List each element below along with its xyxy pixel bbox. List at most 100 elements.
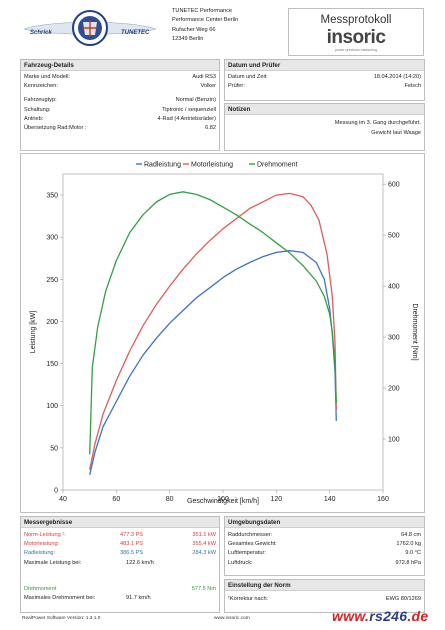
- row-value: 1762.0 kg: [396, 541, 421, 548]
- date-row: Datum und Zeit: 18.04.2014 (14:20): [225, 73, 424, 82]
- chart-panel: Radleistung Motorleistung Drehmoment 40 60 8…: [20, 153, 425, 513]
- row-label: Kennzeichen:: [24, 83, 58, 90]
- row-value: 64.8 cm: [401, 532, 421, 538]
- row-value: Volker: [200, 83, 216, 90]
- vehicle-row: Marke und Modell: Audi RS3: [21, 73, 219, 82]
- row-value: Audi RS3: [192, 74, 216, 80]
- x-tick-label: 40: [59, 496, 67, 503]
- y-axis-label: Leistung [kW]: [30, 311, 37, 353]
- vehicle-row: Kennzeichen: Volker: [21, 82, 219, 91]
- row-label: Schaltung:: [24, 106, 51, 113]
- row-value: 122.6 km/h: [126, 559, 154, 566]
- notes-title: Notizen: [225, 104, 424, 115]
- row-label: Raddurchmesser:: [228, 532, 273, 538]
- env-row: Gesamtes Gewicht: 1762.0 kg: [225, 540, 424, 549]
- result-row: Drehmoment 577.5 Nm: [21, 585, 219, 594]
- row-value: EWG 80/1269: [385, 596, 421, 602]
- row-value: 18.04.2014 (14:20): [373, 74, 421, 80]
- norm-title: Einstellung der Norm: [225, 580, 424, 591]
- date-title: Datum und Prüfer: [225, 60, 424, 71]
- y2-tick-label: 600: [388, 182, 400, 189]
- series-line-drehmoment: [89, 191, 337, 455]
- date-panel: Datum und Prüfer Datum und Zeit: 18.04.20…: [224, 59, 425, 101]
- x-tick-label: 120: [270, 496, 282, 503]
- address-block: TUNETEC Performance Performance Center B…: [172, 7, 238, 45]
- footer-url: www.insoric.com: [214, 616, 250, 621]
- row-label: Drehmoment: [24, 585, 57, 592]
- y-tick-label: 350: [46, 193, 58, 200]
- dyno-chart: Radleistung Motorleistung Drehmoment 40 60 8…: [30, 162, 418, 506]
- row-label: Fahrzeugtyp:: [24, 97, 57, 104]
- y-tick-label: 200: [46, 319, 58, 326]
- result-row: Motorleistung: 483.1 PS 355.4 kW: [21, 540, 219, 549]
- row-value: Normal (Benzin): [175, 97, 216, 104]
- brand-tagline: power precision measuring: [335, 48, 377, 52]
- y-axis-right: 100 200 300 400 500 600: [383, 182, 400, 444]
- row-label: Antrieb:: [24, 115, 44, 122]
- row-value: Tiptronic / sequenziell: [162, 106, 216, 113]
- brand-name: insoric: [326, 27, 386, 48]
- row-label: ¹Korrektur nach:: [228, 596, 269, 602]
- row-label: Motorleistung:: [24, 541, 60, 548]
- row-label: Prüfer:: [228, 83, 245, 90]
- row-label: Maximale Leistung bei:: [24, 559, 82, 566]
- x-tick-label: 160: [377, 496, 389, 503]
- y2-tick-label: 100: [388, 437, 400, 444]
- row-kw: 284.3 kW: [192, 550, 216, 557]
- logo-text-right: TUNETEC: [121, 30, 150, 36]
- y-tick-label: 300: [46, 235, 58, 242]
- y2-tick-label: 500: [388, 233, 400, 240]
- row-value: 6.82: [205, 124, 216, 131]
- norm-panel: Einstellung der Norm ¹Korrektur nach: EWG…: [224, 579, 425, 613]
- watermark-suffix: .de: [407, 608, 429, 624]
- y2-tick-label: 300: [388, 335, 400, 342]
- vehicle-row: Übersetzung Rad:Motor : 6.82: [21, 124, 219, 133]
- x-axis: 40 60 80 100 120 140 160: [59, 490, 389, 503]
- legend-label: Drehmoment: [257, 162, 298, 169]
- tunetec-logo: Schrick TUNETEC: [20, 8, 160, 48]
- row-label: Marke und Modell:: [24, 74, 71, 80]
- row-label: Radleistung:: [24, 550, 56, 557]
- row-value: 4-Rad (4 Antriebsräder): [157, 115, 216, 122]
- vehicle-row: Fahrzeugtyp: Normal (Benzin): [21, 96, 219, 105]
- chart-legend: Radleistung Motorleistung Drehmoment: [136, 162, 298, 169]
- y2-axis-label: Drehmoment [Nm]: [411, 303, 418, 360]
- row-ps: 386.5 PS: [120, 550, 144, 557]
- row-label: Datum und Zeit:: [228, 74, 268, 80]
- row-label: Norm-Leistung ¹:: [24, 532, 66, 538]
- y-tick-label: 250: [46, 277, 58, 284]
- result-row: Maximale Leistung bei: 122.6 km/h: [21, 559, 219, 568]
- vehicle-row: Antrieb: 4-Rad (4 Antriebsräder): [21, 115, 219, 124]
- legend-label: Motorleistung: [191, 162, 233, 169]
- y2-tick-label: 400: [388, 284, 400, 291]
- address-line: Performance Center Berlin: [172, 17, 239, 24]
- y-tick-label: 50: [50, 445, 58, 452]
- watermark: www.rs246.de: [332, 608, 428, 624]
- row-kw: 355.4 kW: [192, 541, 216, 548]
- series-line-motorleistung: [89, 192, 337, 470]
- row-label: Lufttemperatur:: [228, 550, 266, 557]
- address-line: 12349 Berlin: [172, 36, 204, 43]
- y-tick-label: 150: [46, 361, 58, 368]
- vehicle-row: Schaltung: Tiptronic / sequenziell: [21, 106, 219, 115]
- row-value: 9.0 °C: [405, 550, 421, 557]
- y2-tick-label: 200: [388, 386, 400, 393]
- row-value: Felsch: [404, 83, 421, 90]
- x-tick-label: 100: [217, 496, 229, 503]
- row-label: Übersetzung Rad:Motor :: [24, 124, 87, 131]
- logo-graphic: [23, 10, 157, 46]
- note-line: Messung im 3. Gang durchgeführt.: [334, 120, 421, 126]
- protocol-title: Messprotokoll: [320, 14, 392, 26]
- row-ps: 477.3 PS: [120, 532, 144, 538]
- y-tick-label: 0: [54, 488, 58, 495]
- y-axis-left: 0 50 100 150 200 250 300 350: [46, 193, 63, 495]
- brand-logo: insoric: [289, 27, 423, 49]
- vehicle-panel: Fahrzeug-Details Marke und Modell: Audi R…: [20, 59, 220, 151]
- x-axis-label: Geschwindigkeit [km/h]: [187, 498, 259, 505]
- watermark-main: rs246: [369, 608, 408, 624]
- address-line: Rufacher Weg 66: [172, 26, 216, 33]
- note-line: Gewicht laut Waage: [371, 129, 421, 136]
- row-label: Luftdruck:: [228, 559, 253, 566]
- legend-label: Radleistung: [144, 162, 181, 169]
- brand-box: Messprotokoll insoric power precision me…: [288, 8, 424, 56]
